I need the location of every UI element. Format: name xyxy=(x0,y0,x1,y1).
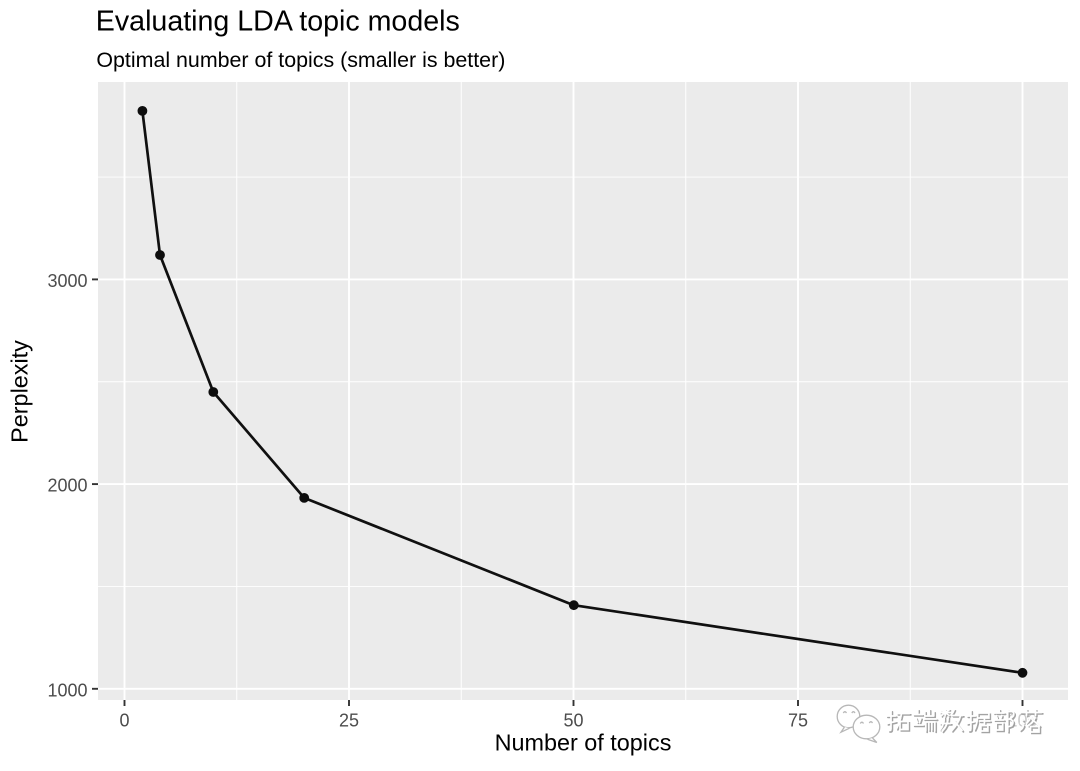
svg-text:25: 25 xyxy=(339,710,359,730)
svg-text:Evaluating LDA topic models: Evaluating LDA topic models xyxy=(96,6,460,38)
svg-text:50: 50 xyxy=(563,710,583,730)
svg-text:75: 75 xyxy=(788,710,808,730)
svg-text:0: 0 xyxy=(119,710,129,730)
svg-text:Optimal number of topics (smal: Optimal number of topics (smaller is bet… xyxy=(96,48,505,72)
svg-text:3000: 3000 xyxy=(47,271,87,291)
svg-text:1000: 1000 xyxy=(47,680,87,700)
svg-text:Number of topics: Number of topics xyxy=(495,730,672,756)
svg-text:2000: 2000 xyxy=(47,476,87,496)
svg-text:Perplexity: Perplexity xyxy=(7,340,33,443)
